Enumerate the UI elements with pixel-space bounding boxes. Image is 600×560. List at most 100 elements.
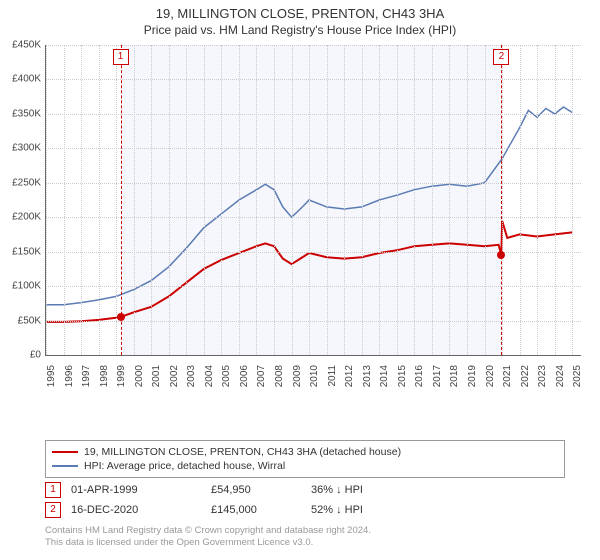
gridline-v — [520, 45, 521, 355]
xtick-label: 2018 — [449, 365, 460, 395]
gridline-v — [99, 45, 100, 355]
gridline-v — [362, 45, 363, 355]
xtick-label: 2001 — [151, 365, 162, 395]
gridline-v — [379, 45, 380, 355]
xtick-label: 2004 — [204, 365, 215, 395]
xtick-label: 2020 — [485, 365, 496, 395]
plot-region: £0£50K£100K£150K£200K£250K£300K£350K£400… — [45, 45, 581, 356]
ytick-label: £400K — [1, 74, 41, 85]
xtick-label: 2021 — [502, 365, 513, 395]
legend-label: 19, MILLINGTON CLOSE, PRENTON, CH43 3HA … — [84, 446, 401, 458]
xtick-label: 2002 — [169, 365, 180, 395]
gridline-v — [64, 45, 65, 355]
gridline-v — [274, 45, 275, 355]
gridline-v — [467, 45, 468, 355]
gridline-v — [327, 45, 328, 355]
xtick-label: 2012 — [344, 365, 355, 395]
gridline-v — [292, 45, 293, 355]
xtick-label: 2011 — [327, 365, 338, 395]
gridline-v — [134, 45, 135, 355]
gridline-v — [309, 45, 310, 355]
sale-row: 2 16-DEC-2020 £145,000 52% ↓ HPI — [45, 500, 565, 520]
legend-item: HPI: Average price, detached house, Wirr… — [52, 459, 558, 473]
legend-item: 19, MILLINGTON CLOSE, PRENTON, CH43 3HA … — [52, 445, 558, 459]
gridline-v — [449, 45, 450, 355]
xtick-label: 2014 — [379, 365, 390, 395]
xtick-label: 2024 — [555, 365, 566, 395]
footnote: Contains HM Land Registry data © Crown c… — [45, 525, 565, 550]
xtick-label: 2000 — [134, 365, 145, 395]
sale-price: £54,950 — [211, 484, 301, 496]
footnote-line1: Contains HM Land Registry data © Crown c… — [45, 525, 371, 536]
xtick-label: 1995 — [46, 365, 57, 395]
ytick-label: £50K — [1, 315, 41, 326]
sale-price: £145,000 — [211, 504, 301, 516]
xtick-label: 2015 — [397, 365, 408, 395]
xtick-label: 1998 — [99, 365, 110, 395]
xtick-label: 2003 — [186, 365, 197, 395]
gridline-v — [344, 45, 345, 355]
sale-marker-box: 2 — [493, 49, 509, 65]
xtick-label: 2010 — [309, 365, 320, 395]
gridline-v — [485, 45, 486, 355]
sale-marker-line — [501, 45, 502, 355]
gridline-v — [221, 45, 222, 355]
legend-swatch — [52, 451, 78, 453]
legend: 19, MILLINGTON CLOSE, PRENTON, CH43 3HA … — [45, 440, 565, 478]
sale-date: 16-DEC-2020 — [71, 504, 201, 516]
sale-dot — [497, 251, 505, 259]
gridline-v — [46, 45, 47, 355]
gridline-v — [397, 45, 398, 355]
gridline-v — [537, 45, 538, 355]
gridline-v — [151, 45, 152, 355]
xtick-label: 2013 — [362, 365, 373, 395]
sale-row-marker: 1 — [45, 482, 61, 498]
gridline-v — [414, 45, 415, 355]
sale-diff: 52% ↓ HPI — [311, 504, 401, 516]
gridline-v — [256, 45, 257, 355]
chart-area: £0£50K£100K£150K£200K£250K£300K£350K£400… — [45, 45, 580, 400]
sale-marker-line — [121, 45, 122, 355]
gridline-v — [432, 45, 433, 355]
ytick-label: £300K — [1, 143, 41, 154]
ytick-label: £100K — [1, 281, 41, 292]
xtick-label: 2019 — [467, 365, 478, 395]
xtick-label: 2023 — [537, 365, 548, 395]
ytick-label: £200K — [1, 212, 41, 223]
ytick-label: £250K — [1, 177, 41, 188]
xtick-label: 2025 — [572, 365, 583, 395]
sale-row-marker: 2 — [45, 502, 61, 518]
xtick-label: 2007 — [256, 365, 267, 395]
gridline-v — [81, 45, 82, 355]
chart-title: 19, MILLINGTON CLOSE, PRENTON, CH43 3HA — [0, 0, 600, 21]
xtick-label: 1997 — [81, 365, 92, 395]
xtick-label: 2017 — [432, 365, 443, 395]
gridline-v — [186, 45, 187, 355]
xtick-label: 1999 — [116, 365, 127, 395]
gridline-v — [169, 45, 170, 355]
sales-table: 101-APR-1999£54,95036% ↓ HPI216-DEC-2020… — [45, 480, 565, 520]
sale-row: 101-APR-1999£54,95036% ↓ HPI — [45, 480, 565, 500]
gridline-v — [116, 45, 117, 355]
gridline-v — [572, 45, 573, 355]
legend-swatch — [52, 465, 78, 467]
xtick-label: 2009 — [292, 365, 303, 395]
gridline-v — [204, 45, 205, 355]
sale-marker-box: 1 — [113, 49, 129, 65]
ytick-label: £150K — [1, 246, 41, 257]
xtick-label: 2022 — [520, 365, 531, 395]
ytick-label: £350K — [1, 108, 41, 119]
ytick-label: £0 — [1, 350, 41, 361]
sale-dot — [117, 313, 125, 321]
gridline-v — [239, 45, 240, 355]
ytick-label: £450K — [1, 40, 41, 51]
xtick-label: 2008 — [274, 365, 285, 395]
xtick-label: 1996 — [64, 365, 75, 395]
xtick-label: 2005 — [221, 365, 232, 395]
xtick-label: 2016 — [414, 365, 425, 395]
footnote-line2: This data is licensed under the Open Gov… — [45, 537, 313, 548]
gridline-v — [555, 45, 556, 355]
legend-label: HPI: Average price, detached house, Wirr… — [84, 460, 285, 472]
chart-subtitle: Price paid vs. HM Land Registry's House … — [0, 21, 600, 37]
sale-date: 01-APR-1999 — [71, 484, 201, 496]
